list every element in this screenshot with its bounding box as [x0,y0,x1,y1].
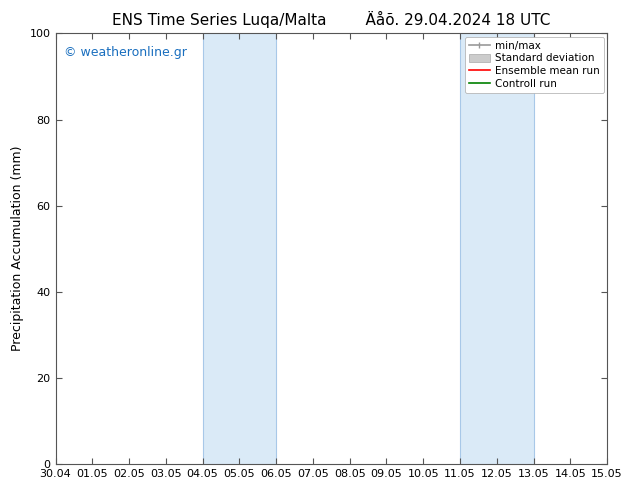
Text: © weatheronline.gr: © weatheronline.gr [64,47,186,59]
Legend: min/max, Standard deviation, Ensemble mean run, Controll run: min/max, Standard deviation, Ensemble me… [465,37,604,93]
Bar [203,33,276,464]
Y-axis label: Precipitation Accumulation (mm): Precipitation Accumulation (mm) [11,146,24,351]
Title: ENS Time Series Luqa/Malta        Äåõ. 29.04.2024 18 UTC: ENS Time Series Luqa/Malta Äåõ. 29.04.20… [112,11,550,28]
Bar [460,33,534,464]
